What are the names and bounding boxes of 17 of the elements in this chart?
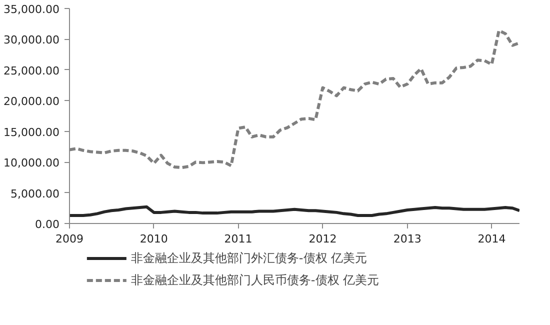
y-tick-label: 30,000.00 [4, 34, 60, 47]
x-tick-label: 2014 [478, 232, 506, 246]
x-tick-label: 2009 [56, 232, 84, 246]
line-series [70, 205, 520, 218]
x-tick-label: 2012 [308, 232, 337, 246]
x-tick-label: 2011 [224, 232, 252, 246]
legend-label: 非金融企业及其他部门外汇债务-债权 亿美元 [130, 250, 368, 266]
y-tick-label: 10,000.00 [4, 156, 60, 170]
x-tick-label: 2010 [140, 232, 168, 246]
y-tick-label: 20,000.00 [4, 95, 60, 108]
y-tick-label: 15,000.00 [4, 126, 60, 139]
y-tick-label: 35,000.00 [4, 3, 60, 16]
y-tick-label: 25,000.00 [4, 64, 60, 78]
y-tick-label: 0.00 [35, 218, 60, 231]
y-tick-label: 5,000.00 [10, 187, 60, 200]
legend-label: 非金融企业及其他部门人民币债务-债权 亿美元 [130, 272, 380, 288]
x-tick-label: 2013 [393, 232, 422, 246]
